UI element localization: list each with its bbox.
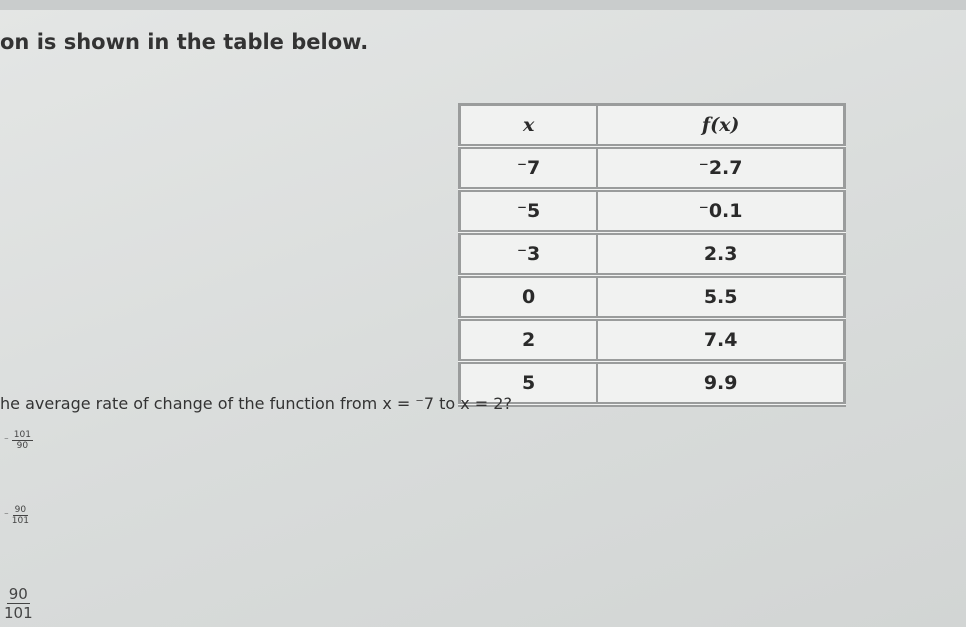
numerator: 101 [11,430,33,441]
intro-text: on is shown in the table below. [0,30,369,54]
table-cell: 0 [458,274,599,321]
question: he average rate of change of the functio… [0,394,512,413]
data-table: x f(x) ⁻7 ⁻2.7 ⁻5 ⁻0.1 ⁻3 2.3 0 5.5 2 7.4 5 9.9 [458,103,846,407]
option-sign: ⁻ [4,510,9,521]
table-body: ⁻7 ⁻2.7 ⁻5 ⁻0.1 ⁻3 2.3 0 5.5 2 7.4 5 9.9 [458,145,846,407]
table-row: 0 5.5 [458,274,846,321]
answer-option: 90 101 [4,585,33,622]
table-cell: ⁻0.1 [596,188,846,235]
table-cell: ⁻5 [458,188,599,235]
answer-option: ⁻ 90 101 [4,505,29,526]
table-cell: 9.9 [596,360,846,407]
denominator: 90 [16,441,29,451]
denominator: 101 [4,604,33,622]
header-row: x f(x) [458,103,846,149]
table-cell: ⁻3 [458,231,599,278]
fraction: 101 90 [11,430,33,451]
numerator: 90 [6,585,30,604]
numerator: 90 [12,505,29,516]
top-bar [0,0,966,10]
fraction: 90 101 [4,585,33,622]
header-cell: f(x) [596,103,846,149]
table-cell: 5.5 [596,274,846,321]
table-cell: 2 [458,317,599,364]
table-row: ⁻7 ⁻2.7 [458,145,846,192]
table-row: 2 7.4 [458,317,846,364]
table-cell: 2.3 [596,231,846,278]
fraction: 90 101 [12,505,29,526]
option-sign: ⁻ [4,435,9,446]
table-row: ⁻5 ⁻0.1 [458,188,846,235]
denominator: 101 [11,516,29,526]
table-cell: ⁻7 [458,145,599,192]
answer-option: ⁻ 101 90 [4,430,33,451]
table-row: 5 9.9 [458,360,846,407]
table-cell: 5 [458,360,599,407]
table-cell: ⁻2.7 [596,145,846,192]
table-cell: 7.4 [596,317,846,364]
table-row: ⁻3 2.3 [458,231,846,278]
header-cell: x [458,103,599,149]
